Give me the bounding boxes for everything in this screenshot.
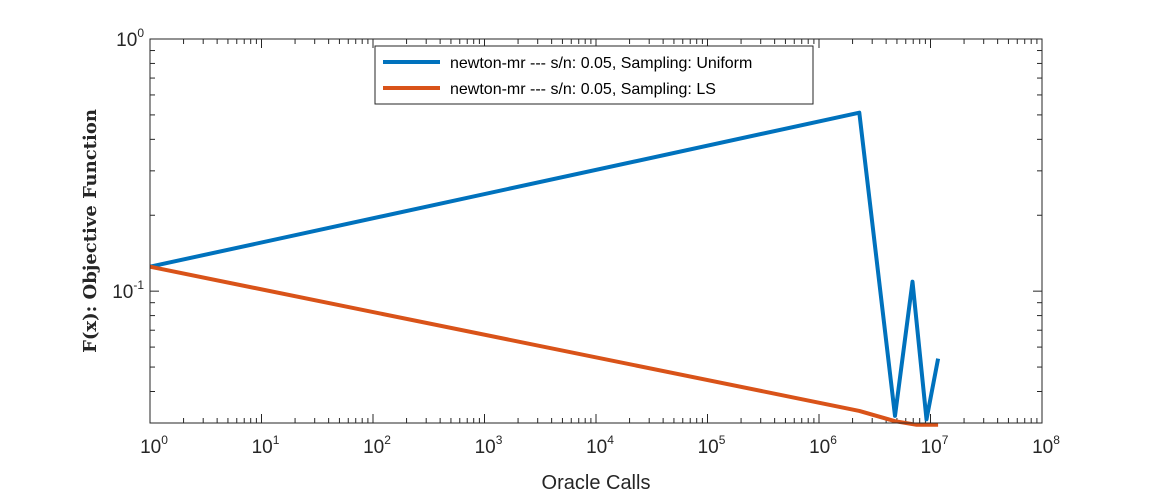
y-tick-label: 100 (116, 26, 144, 51)
x-tick-label: 100 (140, 433, 168, 458)
x-tick-label: 102 (363, 433, 391, 458)
legend: newton-mr --- s/n: 0.05, Sampling: Unifo… (374, 45, 814, 105)
x-tick-label: 101 (252, 433, 280, 458)
series-layer (149, 110, 941, 427)
plot-frame (149, 38, 1043, 424)
legend-label-uniform: newton-mr --- s/n: 0.05, Sampling: Unifo… (450, 55, 752, 72)
x-tick-label: 105 (698, 433, 726, 458)
x-tick-label: 107 (921, 433, 949, 458)
y-axis-label: F(x): Objective Function (80, 109, 101, 353)
x-tick-label: 106 (809, 433, 837, 458)
x-tick-labels: 100 101 102 103 104 105 106 107 108 (140, 433, 1060, 458)
x-tick-label: 108 (1032, 433, 1060, 458)
y-tick-labels: 100 10-1 (112, 26, 144, 303)
series-line-0 (149, 110, 941, 422)
x-tick-label: 103 (475, 433, 503, 458)
x-tick-label: 104 (586, 433, 614, 458)
legend-box (374, 45, 814, 105)
y-tick-label: 10-1 (112, 278, 144, 303)
minor-ticks (150, 39, 1042, 424)
legend-label-ls: newton-mr --- s/n: 0.05, Sampling: LS (450, 81, 716, 98)
x-axis-label: Oracle Calls (542, 472, 651, 494)
series-line-1 (149, 264, 939, 427)
